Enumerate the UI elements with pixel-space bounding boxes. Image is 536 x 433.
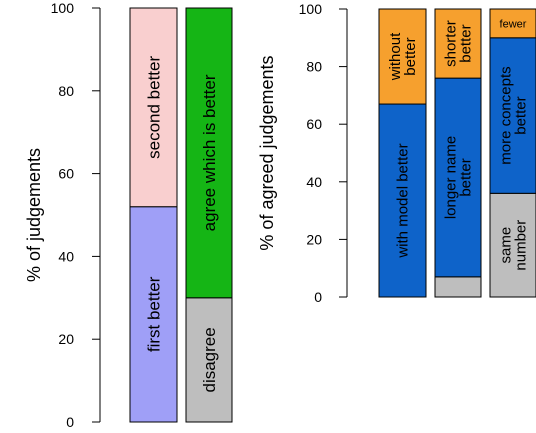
segment-label: second better — [145, 56, 164, 159]
y-tick-label: 60 — [306, 116, 322, 132]
segment-label: fewer — [500, 18, 527, 30]
bar-segment — [185, 297, 233, 423]
y-tick-label: 100 — [299, 1, 323, 17]
bar-segment — [489, 8, 536, 39]
segment-label: disagree — [200, 327, 219, 392]
bar-segment — [129, 7, 178, 208]
segment-label: samenumber — [498, 220, 530, 271]
segment-label: shorterbetter — [443, 20, 475, 67]
segment-label: withoutbetter — [387, 32, 419, 81]
segment-label: with model better — [395, 143, 412, 258]
y-axis-label: % of agreed judgements — [257, 55, 277, 250]
bar-segment — [434, 77, 482, 278]
bar-segment — [434, 276, 482, 298]
bar-segment — [489, 192, 536, 298]
y-tick-label: 40 — [58, 248, 74, 264]
y-tick-label: 20 — [58, 331, 74, 347]
bar-segment — [434, 8, 482, 79]
bar-segment — [185, 7, 233, 299]
y-tick-label: 0 — [314, 289, 322, 305]
chart-judgements: 0 20 40 60 80 100 % of judgements first better s… — [24, 0, 233, 430]
bar-segment — [129, 206, 178, 423]
y-tick-label: 80 — [306, 59, 322, 75]
segment-label: longer namebetter — [443, 136, 475, 219]
segment-label: more conceptsbetter — [498, 66, 530, 164]
y-tick-label: 0 — [66, 414, 74, 430]
segment-label: first better — [145, 276, 164, 352]
bar-segment — [378, 8, 427, 105]
y-tick-label: 80 — [58, 83, 74, 99]
y-tick-label: 20 — [306, 231, 322, 247]
segment-label: agree which is better — [200, 74, 219, 231]
y-tick-label: 100 — [51, 0, 75, 16]
bar-segment — [489, 37, 536, 194]
y-tick-label: 60 — [58, 166, 74, 182]
y-axis-label: % of judgements — [24, 148, 44, 282]
bar-segment — [378, 103, 427, 298]
y-tick-label: 40 — [306, 174, 322, 190]
chart-agreed-judgements: 0 20 40 60 80 100 % of agreed judgements with m… — [257, 1, 536, 305]
